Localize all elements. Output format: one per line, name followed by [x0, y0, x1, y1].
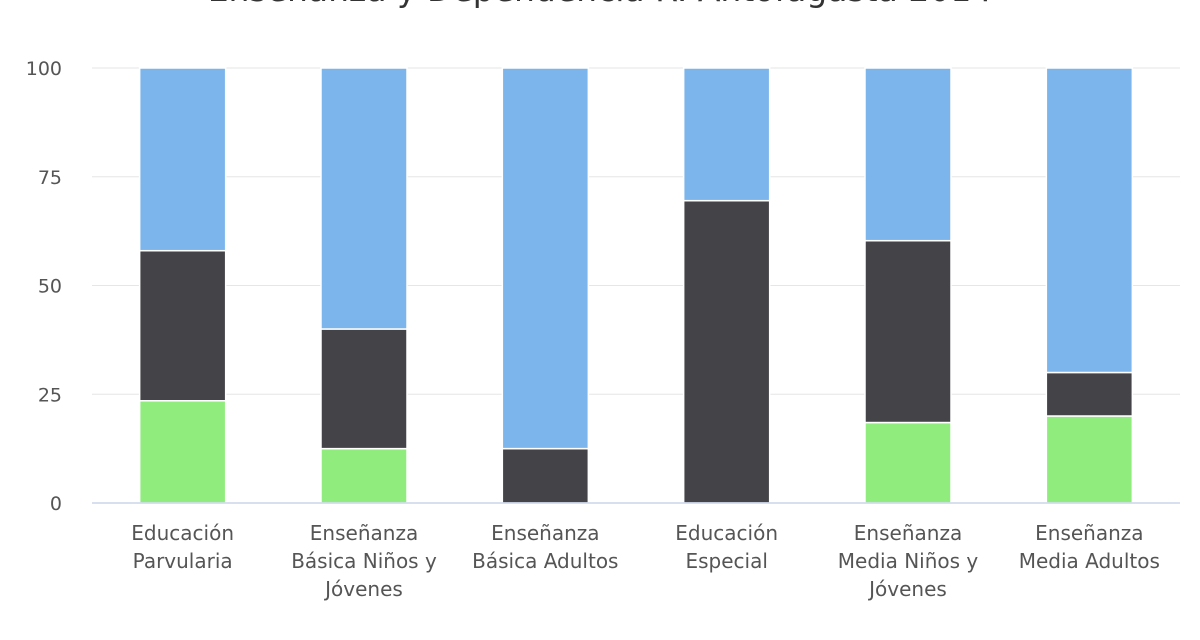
x-category-label-line: Enseñanza	[491, 521, 599, 545]
x-category-label-line: Básica Adultos	[472, 549, 618, 573]
x-category-label: Educación Parvularia	[131, 521, 234, 573]
bar-segment-series-2	[320, 328, 408, 450]
bar-segment-series-3	[320, 67, 408, 330]
x-category-label-line: Enseñanza	[1035, 521, 1143, 545]
y-tick-label: 75	[38, 167, 62, 189]
x-category-label: Enseñanza Media Niños y Jóvenes	[838, 521, 979, 601]
x-category-label-line: Enseñanza	[854, 521, 962, 545]
x-category-label: Enseñanza Básica Adultos	[472, 521, 618, 573]
x-category-label-line: Enseñanza	[310, 521, 418, 545]
x-category-label-line: Especial	[685, 549, 767, 573]
bar-segment-series-2	[501, 447, 590, 504]
bar-segment-series-1	[864, 421, 952, 504]
bar-segment-series-3	[138, 67, 227, 252]
bar-segment-series-1	[320, 447, 408, 504]
x-category-label: Educación Especial	[675, 521, 778, 573]
x-category-label-line: Educación	[131, 521, 234, 545]
x-axis-category-labels: Educación Parvularia Enseñanza Básica Niños…	[131, 521, 1160, 601]
x-category-label-line: Jóvenes	[323, 577, 403, 601]
bar-segment-series-3	[1045, 67, 1134, 374]
bar-segment-series-3	[501, 67, 590, 450]
bar-segment-series-2	[682, 199, 771, 504]
bar-segment-series-1	[1045, 415, 1134, 504]
bar-segment-series-1	[138, 400, 227, 504]
y-axis-tick-labels: 0 25 50 75 100	[26, 58, 62, 515]
y-tick-label: 50	[38, 276, 62, 298]
x-category-label-line: Media Adultos	[1019, 549, 1160, 573]
gridlines	[92, 67, 1180, 395]
y-tick-label: 100	[26, 58, 62, 80]
chart-title: Enseñanza y Dependencia R. Antofagasta 2…	[0, 0, 1200, 9]
bar-segment-series-2	[138, 249, 227, 402]
bar-segment-series-3	[864, 67, 952, 242]
x-category-label-line: Básica Niños y	[291, 549, 437, 573]
bars	[138, 67, 1134, 504]
y-tick-label: 0	[50, 493, 62, 515]
bar-segment-series-2	[1045, 371, 1134, 417]
x-category-label-line: Educación	[675, 521, 778, 545]
x-category-label: Enseñanza Media Adultos	[1019, 521, 1160, 573]
y-tick-label: 25	[38, 384, 62, 406]
x-category-label-line: Parvularia	[133, 549, 233, 573]
x-category-label-line: Jóvenes	[867, 577, 947, 601]
x-category-label-line: Media Niños y	[838, 549, 979, 573]
x-category-label: Enseñanza Básica Niños y Jóvenes	[291, 521, 437, 601]
bar-segment-series-3	[682, 67, 771, 202]
bar-segment-series-2	[864, 239, 952, 424]
